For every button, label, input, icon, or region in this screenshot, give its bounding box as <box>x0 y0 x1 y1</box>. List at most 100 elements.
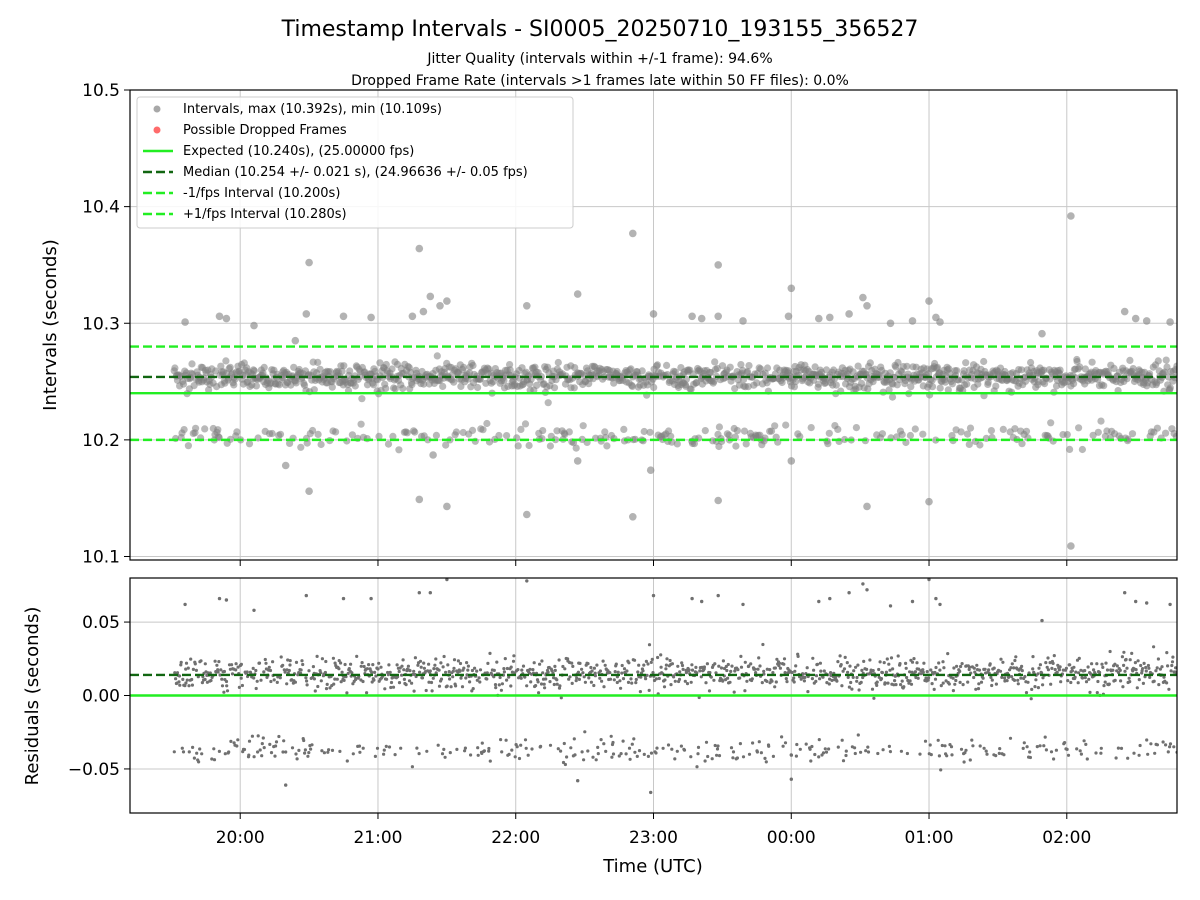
residual-point <box>572 737 576 741</box>
residual-point <box>806 690 810 694</box>
interval-point <box>303 439 311 447</box>
residual-point <box>664 663 669 667</box>
residual-point <box>771 754 776 759</box>
residual-point <box>904 661 908 666</box>
residual-point <box>397 669 401 674</box>
residual-point <box>573 753 577 757</box>
residual-point <box>627 661 631 665</box>
residual-point <box>212 747 216 751</box>
residual-point <box>1023 674 1027 679</box>
residual-outlier-point <box>649 790 653 795</box>
residual-point <box>1162 675 1166 679</box>
residual-point <box>393 753 397 757</box>
interval-point <box>1063 431 1071 439</box>
residual-point <box>1111 668 1115 672</box>
residual-point <box>275 680 279 685</box>
residual-point <box>303 748 307 752</box>
residual-point <box>805 666 809 670</box>
residual-point <box>998 747 1002 751</box>
interval-point <box>275 381 283 389</box>
residual-point <box>553 668 557 673</box>
residual-point <box>432 667 436 671</box>
residual-point <box>511 659 516 663</box>
residual-point <box>240 683 244 688</box>
residual-point <box>372 678 376 682</box>
residual-point <box>704 740 709 744</box>
residual-outlier-point <box>861 582 865 586</box>
residual-point <box>418 670 422 674</box>
residuals-panel: −0.05 0.00 0.05 20:00 21:00 22:00 23:00 00:00 0… <box>22 577 1178 877</box>
x-tick-label: 00:00 <box>767 828 816 848</box>
residual-point <box>382 752 386 756</box>
residual-point <box>1164 743 1168 747</box>
residual-point <box>905 751 910 756</box>
interval-outlier-point <box>415 244 424 253</box>
residual-point <box>256 734 260 738</box>
residual-point <box>191 667 195 672</box>
interval-point <box>254 434 262 442</box>
residual-point <box>1050 666 1054 671</box>
interval-point <box>732 442 740 450</box>
residual-point <box>696 745 701 750</box>
residual-point <box>840 738 844 742</box>
residual-point <box>651 671 655 675</box>
interval-point <box>638 367 646 375</box>
residual-point <box>339 661 343 665</box>
residual-point <box>488 759 492 763</box>
residual-point <box>929 753 933 757</box>
residual-point <box>647 688 651 693</box>
residual-point <box>649 751 654 755</box>
residual-point <box>782 657 787 661</box>
interval-point <box>627 365 635 373</box>
residual-point <box>312 677 316 681</box>
residual-point <box>932 687 936 692</box>
residual-point <box>193 662 197 666</box>
residual-point <box>884 670 889 674</box>
interval-point <box>222 357 230 365</box>
interval-point <box>980 357 988 366</box>
residual-point <box>262 670 266 674</box>
residual-point <box>505 678 509 682</box>
residual-point <box>197 760 201 764</box>
residual-point <box>951 689 956 693</box>
residual-point <box>477 676 481 680</box>
residual-point <box>340 670 344 674</box>
interval-point <box>733 427 742 435</box>
residual-point <box>320 749 324 753</box>
interval-point <box>1011 425 1019 433</box>
residual-point <box>624 752 628 756</box>
interval-outlier-point <box>863 302 871 310</box>
interval-outlier-point <box>1038 329 1046 338</box>
residual-point <box>967 665 972 669</box>
residual-point <box>673 679 677 683</box>
interval-outlier-point <box>302 310 311 318</box>
residual-point <box>836 660 840 664</box>
interval-point <box>692 379 701 387</box>
residual-point <box>225 689 230 693</box>
residual-point <box>526 753 530 757</box>
residual-point <box>1055 670 1059 675</box>
residual-point <box>654 677 659 681</box>
interval-outlier-point <box>222 314 231 323</box>
residual-point <box>367 663 371 667</box>
residual-point <box>908 679 912 683</box>
intervals-y-axis-label: Intervals (seconds) <box>40 239 61 411</box>
residual-point <box>281 750 285 754</box>
residual-point <box>279 655 283 659</box>
residual-point <box>412 669 416 673</box>
residual-point <box>285 682 289 686</box>
residual-point <box>621 677 626 681</box>
residual-point <box>879 677 884 681</box>
residual-point <box>887 744 892 749</box>
interval-outlier-point <box>908 317 917 325</box>
residual-point <box>488 651 492 656</box>
interval-point <box>188 360 196 368</box>
residual-point <box>347 667 351 671</box>
residual-point <box>397 681 402 685</box>
residual-point <box>282 739 286 743</box>
residual-point <box>200 681 204 685</box>
residual-point <box>337 659 341 663</box>
residual-point <box>583 730 587 734</box>
intervals-y-tick-label: 10.3 <box>82 314 120 334</box>
residual-point <box>856 733 860 737</box>
